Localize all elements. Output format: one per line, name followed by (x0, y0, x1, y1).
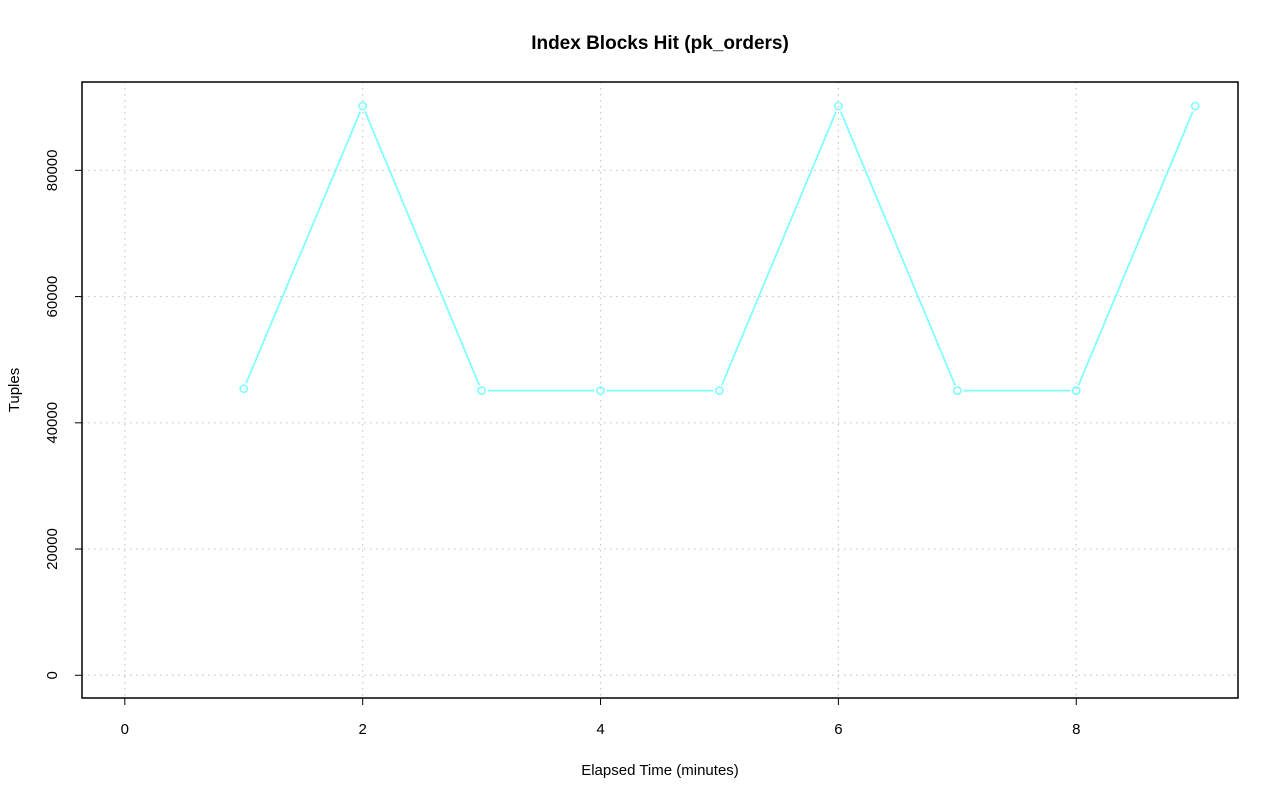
axes: 0 2 4 6 8 0 20000 40000 60000 80000 (44, 150, 1080, 738)
data-point (1071, 386, 1081, 396)
chart-title: Index Blocks Hit (pk_orders) (531, 33, 789, 54)
series-line-segment (839, 111, 956, 386)
y-tick-label: 80000 (44, 150, 61, 192)
y-axis-label: Tuples (6, 368, 23, 412)
series-line-segment (245, 111, 362, 384)
x-tick-label: 4 (596, 721, 604, 738)
x-tick-label: 0 (121, 721, 129, 738)
y-tick-label: 0 (44, 671, 61, 679)
series-line-segment (364, 111, 481, 386)
x-axis-label: Elapsed Time (minutes) (581, 762, 739, 779)
series-layer (239, 101, 1200, 396)
plot-frame (81, 81, 1239, 699)
data-point (596, 386, 605, 396)
data-point (358, 101, 368, 111)
y-tick-label: 60000 (44, 276, 61, 318)
grid (82, 82, 1238, 698)
y-tick-label: 40000 (44, 402, 61, 444)
data-point (239, 384, 249, 394)
data-point (952, 386, 962, 396)
data-point (477, 386, 487, 396)
y-tick-label: 20000 (44, 528, 61, 570)
x-tick-label: 2 (359, 721, 367, 738)
series-line-segment (1077, 111, 1194, 386)
series-line-segment (720, 111, 837, 386)
data-point (715, 386, 724, 396)
data-point (1190, 101, 1200, 111)
x-tick-label: 6 (834, 721, 842, 738)
x-tick-label: 8 (1072, 721, 1080, 738)
data-point (833, 101, 843, 111)
